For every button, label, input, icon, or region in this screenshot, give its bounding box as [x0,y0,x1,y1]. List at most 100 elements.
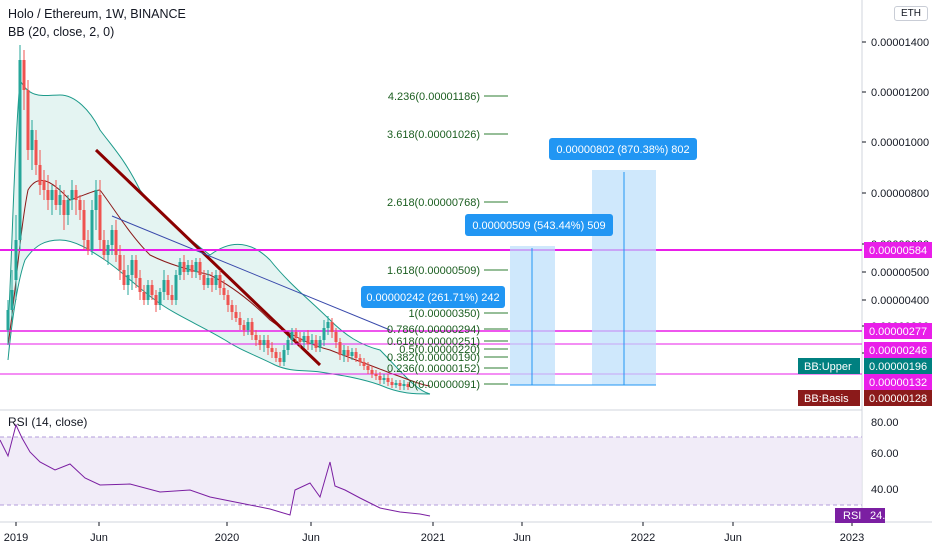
candle-body [42,180,46,190]
fib-label: 0.786(0.00000294) [387,324,480,336]
candle-body [162,280,166,292]
trendline-blue[interactable] [111,215,391,331]
candle-body [294,332,298,338]
candle-body [198,262,202,275]
candle-body [290,332,294,340]
candle-body [98,195,102,240]
price-tick-label: 0.00000800 [871,188,929,200]
price-tick-label: 0.00001000 [871,137,929,149]
fib-label: 0.5(0.00000220) [399,344,480,356]
fib-label: 0.618(0.00000251) [387,336,480,348]
candle-body [370,370,374,374]
fib-label: 0.236(0.00000152) [387,363,480,375]
candle-body [242,325,246,330]
candle-body [10,290,14,310]
candle-body [286,340,290,350]
candle-body [50,190,54,200]
candle-body [26,90,30,150]
time-tick-label: 2020 [215,532,239,544]
bb-basis [7,179,431,387]
candle-body [154,295,158,305]
candle-body [378,376,382,380]
candle-body [54,190,58,205]
currency-badge[interactable]: ETH [894,6,928,21]
candle-body [362,362,366,366]
fib-label: 0.382(0.00000190) [387,352,480,364]
fib-label: 0(0.00000091) [408,379,480,391]
price-tag-bg [864,242,932,258]
price-tag-name-bg [798,358,860,374]
rsi-line [0,423,431,517]
candle-body [250,322,254,335]
candle-body [318,340,322,348]
candle-body [390,382,394,385]
chart-title: Holo / Ethereum, 1W, BINANCE [8,7,186,21]
time-tick-label: 2023 [840,532,864,544]
candle-body [350,352,354,356]
candle-body [258,340,262,345]
fib-label: 1(0.00000350) [408,308,480,320]
candle-body [142,292,146,300]
candle-body [146,285,150,300]
price-tag-value: 0.00000277 [869,326,927,338]
candle-body [18,60,22,240]
candle-body [86,240,90,250]
candle-body [270,348,274,352]
candle-body [22,60,26,90]
candle-body [46,190,50,200]
time-tick-label: Jun [513,532,531,544]
candle-body [366,366,370,370]
candle-body [226,295,230,305]
candle-body [126,275,130,285]
fib-label: 1.618(0.00000509) [387,265,480,277]
candle-body [182,262,186,272]
candle-body [94,190,98,210]
candle-body [342,350,346,355]
fib-label: 4.236(0.00001186) [388,91,480,103]
price-tag-value: 0.00000132 [869,377,927,389]
candle-body [138,278,142,292]
target-label-text: 0.00000509 (543.44%) 509 [472,220,605,232]
target-label-box [549,138,697,160]
rsi-value-text: 24.33 [870,510,898,522]
candle-body [382,378,386,380]
price-tick-label: 0.00001400 [871,37,929,49]
time-tick-label: Jun [302,532,320,544]
candle-body [306,336,310,344]
candle-body [106,245,110,255]
candle-body [394,383,398,385]
rsi-tick-label: 40.00 [871,484,899,496]
price-tag-name-bg [798,390,860,406]
price-tick-label: 0.00000400 [871,295,929,307]
candle-body [158,292,162,305]
candle-body [102,240,106,255]
rsi-value-tag [835,508,885,523]
candle-body [14,240,18,280]
target-label-box [361,286,505,308]
candle-body [346,350,350,356]
target-label-text: 0.00000242 (261.71%) 242 [366,292,499,304]
trendline-dark[interactable] [94,148,322,367]
candle-body [274,352,278,358]
candle-body [114,230,118,255]
time-axis-group: 2019 Jun 2020 Jun 2021 Jun 2022 Jun 2023 [4,522,864,544]
candle-body [322,328,326,340]
candle-body [214,275,218,285]
bb-indicator-label[interactable]: BB (20, close, 2, 0) [8,25,115,39]
rsi-band-fill [0,437,862,505]
candle-body [6,310,10,330]
time-tick-label: 2019 [4,532,28,544]
candle-body [186,265,190,272]
candle-body [230,305,234,312]
candle-body [166,280,170,295]
candle-body [90,210,94,250]
rsi-group: 80.00 60.00 40.00 RSI 24.33 [0,417,899,523]
candle-body [62,200,66,215]
candle-body [266,340,270,348]
rsi-label[interactable]: RSI (14, close) [8,415,88,429]
price-tick-label: 0.00000500 [871,267,929,279]
candle-body [194,262,198,272]
price-tag-value: 0.00000246 [869,345,927,357]
